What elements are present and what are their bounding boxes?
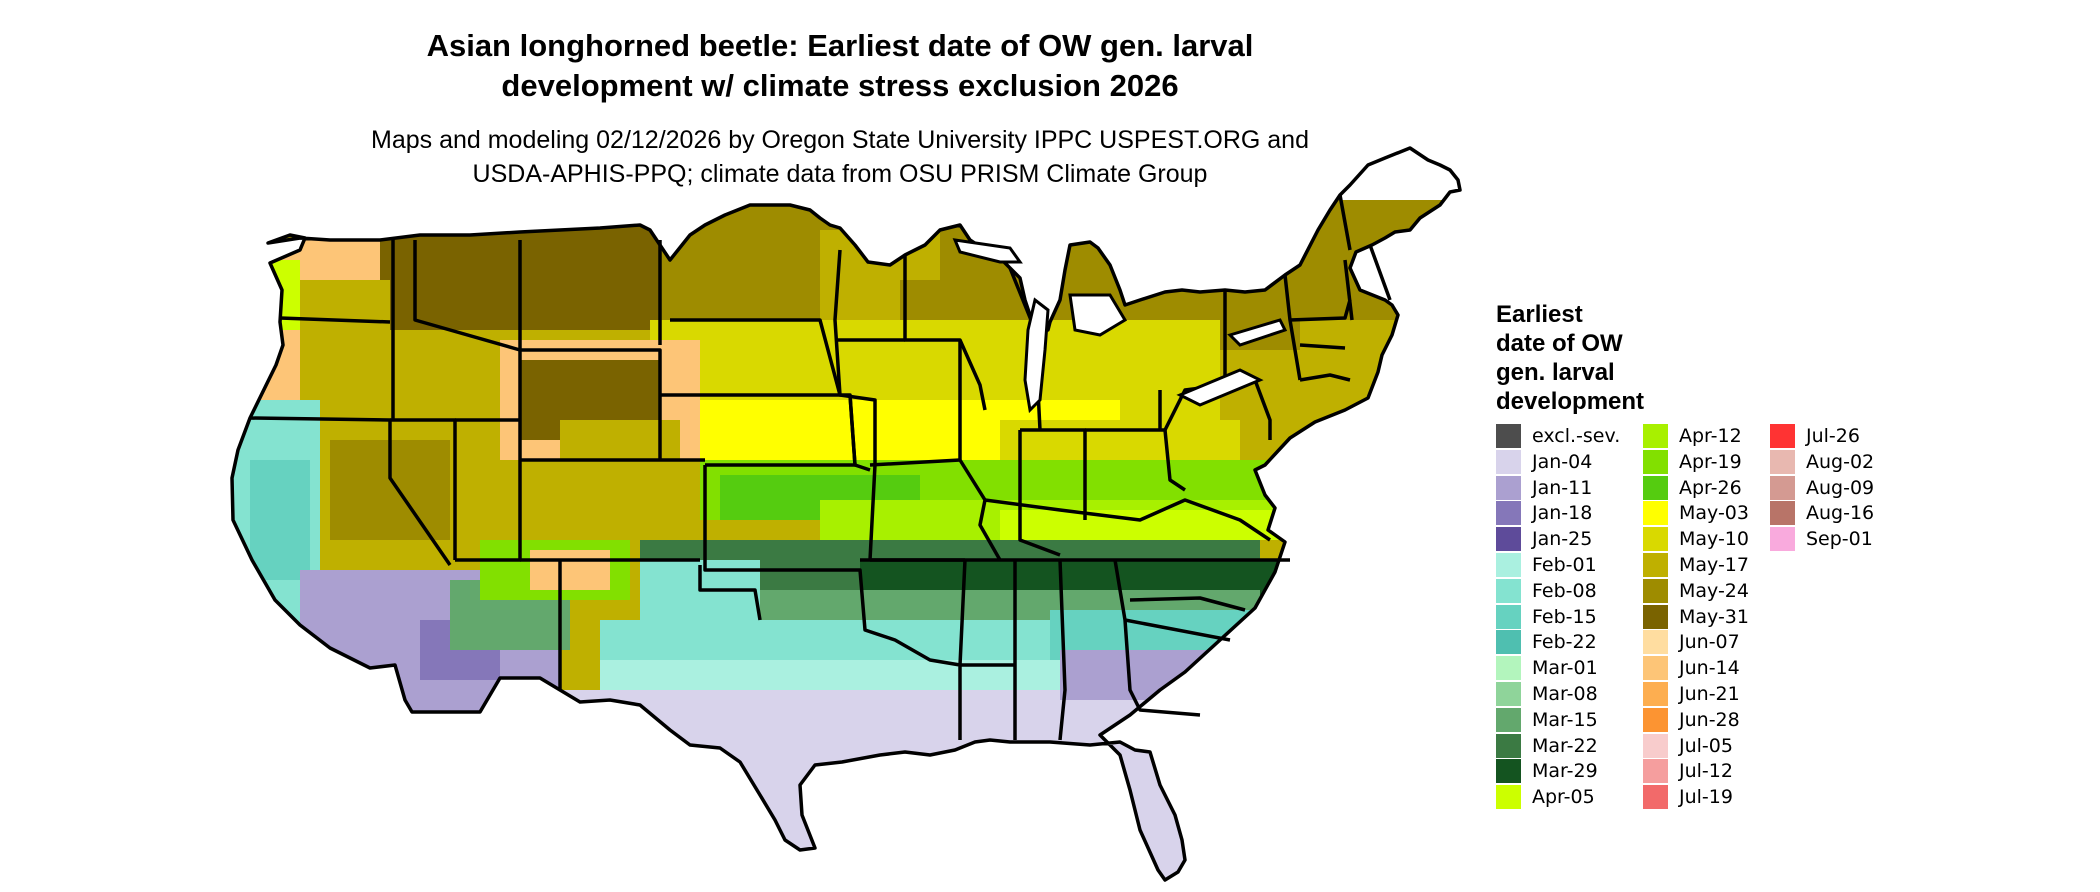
- legend-label: Mar-08: [1532, 682, 1598, 705]
- legend-label: Jun-21: [1679, 682, 1740, 705]
- legend-swatch: [1496, 501, 1521, 526]
- legend-label: May-10: [1679, 528, 1749, 551]
- legend-swatch: [1496, 733, 1521, 758]
- legend-swatch: [1643, 681, 1668, 706]
- legend-label: Jan-18: [1532, 502, 1593, 525]
- legend-label: Feb-08: [1532, 579, 1597, 602]
- legend-swatch: [1770, 449, 1795, 474]
- map-subtitle-line-1: Maps and modeling 02/12/2026 by Oregon S…: [371, 126, 1309, 154]
- legend-label: Jul-19: [1679, 786, 1733, 809]
- legend-label: Apr-05: [1532, 786, 1595, 809]
- legend-label: Apr-19: [1679, 450, 1742, 473]
- legend-label: Feb-01: [1532, 553, 1597, 576]
- legend-label: May-03: [1679, 502, 1749, 525]
- legend-swatch: [1496, 656, 1521, 681]
- legend-label: Mar-15: [1532, 708, 1598, 731]
- legend-swatch: [1496, 475, 1521, 500]
- legend-swatch: [1643, 552, 1668, 577]
- legend-swatch: [1643, 475, 1668, 500]
- legend-swatch: [1643, 604, 1668, 629]
- legend-swatch: [1643, 656, 1668, 681]
- legend-swatch: [1496, 707, 1521, 732]
- legend-swatch: [1643, 707, 1668, 732]
- legend-swatch: [1496, 681, 1521, 706]
- legend-label: Jul-26: [1806, 425, 1860, 447]
- legend-swatch: [1496, 785, 1521, 810]
- legend-swatch: [1496, 527, 1521, 552]
- legend-label: Apr-12: [1679, 425, 1742, 447]
- legend-swatch: [1770, 424, 1795, 448]
- legend-label: Aug-02: [1806, 450, 1875, 473]
- legend-label: Aug-16: [1806, 502, 1875, 525]
- legend-label: May-24: [1679, 579, 1749, 602]
- legend-swatch: [1643, 630, 1668, 655]
- legend-label: excl.-sev.: [1532, 425, 1621, 447]
- legend-swatch: [1770, 527, 1795, 552]
- legend-swatch: [1643, 733, 1668, 758]
- legend-label: Jan-04: [1532, 450, 1593, 473]
- map-title-line-2: development w/ climate stress exclusion …: [501, 68, 1179, 103]
- legend-label: Jan-25: [1532, 528, 1593, 551]
- legend-title-line: development: [1496, 388, 1645, 415]
- legend-label: Sep-01: [1806, 528, 1873, 551]
- legend-swatch: [1643, 785, 1668, 810]
- legend-label: Mar-29: [1532, 760, 1598, 783]
- legend-swatch: [1643, 578, 1668, 603]
- map-subtitle-line-2: USDA-APHIS-PPQ; climate data from OSU PR…: [472, 160, 1208, 188]
- legend-label: May-31: [1679, 605, 1749, 628]
- legend-label: Jun-28: [1679, 708, 1740, 731]
- legend-swatch: [1643, 449, 1668, 474]
- legend-label: Feb-22: [1532, 631, 1597, 654]
- legend-swatch: [1643, 527, 1668, 552]
- legend-swatch: [1770, 501, 1795, 526]
- legend-label: Mar-22: [1532, 734, 1598, 757]
- legend-label: Jul-05: [1679, 734, 1733, 757]
- legend-swatch: [1770, 475, 1795, 500]
- legend-swatch: [1643, 759, 1668, 784]
- legend-swatch: [1496, 552, 1521, 577]
- legend-label: Jan-11: [1532, 476, 1593, 499]
- legend-label: Apr-26: [1679, 476, 1742, 499]
- legend-swatch: [1643, 424, 1668, 448]
- legend-title-line: Earliest: [1496, 301, 1583, 328]
- legend-swatch: [1496, 759, 1521, 784]
- legend-swatch: [1496, 449, 1521, 474]
- legend-label: Jun-07: [1679, 631, 1740, 654]
- legend-swatch: [1496, 630, 1521, 655]
- legend-label: Mar-01: [1532, 657, 1598, 680]
- legend-label: Jul-12: [1679, 760, 1733, 783]
- legend-swatch: [1643, 501, 1668, 526]
- legend-label: Jun-14: [1679, 657, 1740, 680]
- legend-label: Feb-15: [1532, 605, 1597, 628]
- legend-title-line: gen. larval: [1496, 359, 1615, 386]
- legend-label: Aug-09: [1806, 476, 1875, 499]
- legend-title: Earliest date of OW gen. larval developm…: [1496, 300, 1644, 416]
- legend-swatch: [1496, 604, 1521, 629]
- legend-swatch: [1496, 424, 1521, 448]
- legend-swatch: [1496, 578, 1521, 603]
- map-title-line-1: Asian longhorned beetle: Earliest date o…: [426, 28, 1254, 63]
- legend-label: May-17: [1679, 553, 1749, 576]
- legend-title-line: date of OW: [1496, 330, 1623, 357]
